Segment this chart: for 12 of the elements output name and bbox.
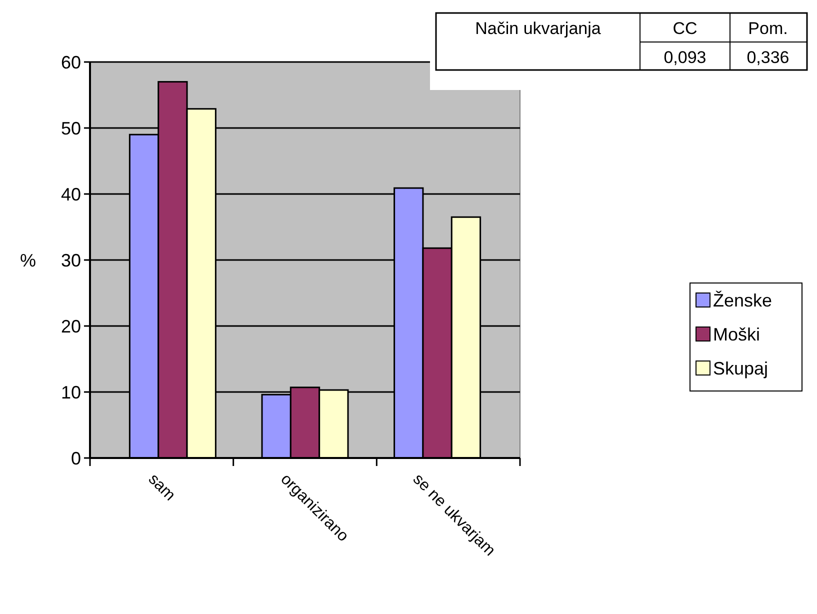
legend-label: Skupaj (713, 358, 768, 378)
y-tick-label: 30 (60, 250, 81, 270)
y-tick-label: 60 (60, 52, 81, 72)
legend-label: Moški (713, 324, 760, 344)
y-tick-label: 10 (60, 382, 81, 402)
y-tick-label: 20 (60, 316, 81, 336)
y-tick-label: 40 (60, 184, 81, 204)
y-tick-label: 0 (70, 448, 81, 468)
y-tick-label: 50 (60, 118, 81, 138)
x-tick-label: sam (144, 470, 178, 504)
y-axis-title: % (20, 250, 36, 270)
legend-label: Ženske (713, 290, 772, 310)
